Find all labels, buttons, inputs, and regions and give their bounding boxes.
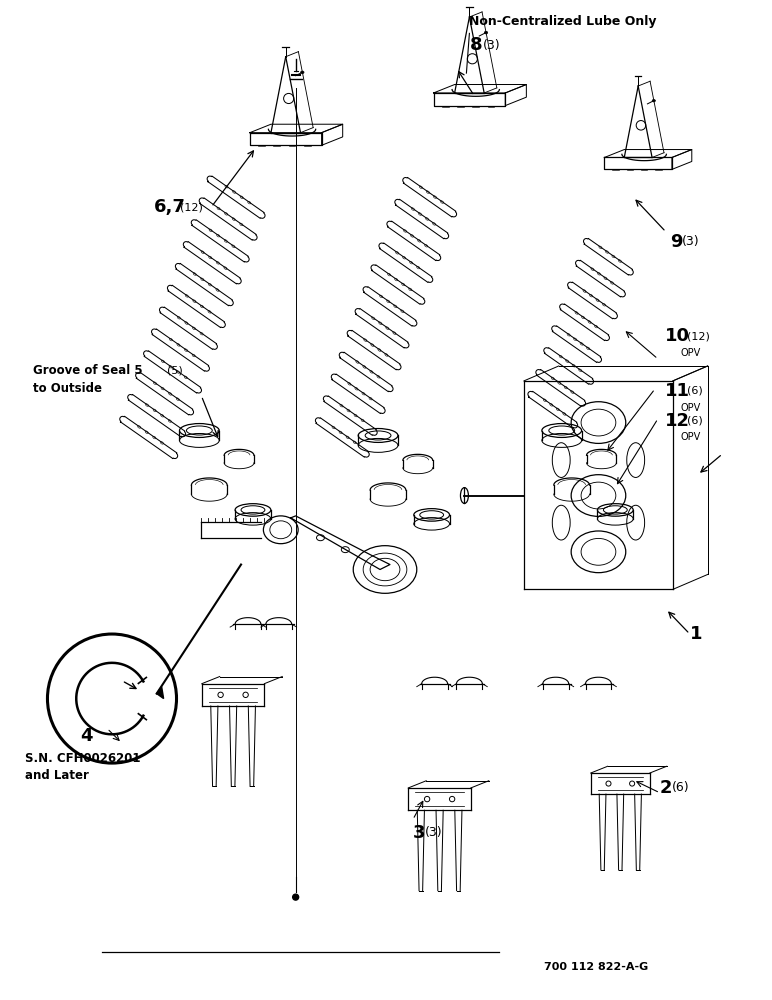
Text: 8: 8 [469,36,482,54]
Text: (12): (12) [181,202,203,212]
Text: 6,7: 6,7 [154,198,185,216]
Text: OPV: OPV [681,403,701,413]
Ellipse shape [652,100,655,102]
Text: (6): (6) [687,416,703,426]
Ellipse shape [300,71,304,74]
Text: Groove of Seal 5: Groove of Seal 5 [32,364,142,377]
Text: (3): (3) [425,826,442,839]
Text: (12): (12) [687,331,709,341]
Text: 11: 11 [665,382,690,400]
Ellipse shape [484,31,488,34]
Text: 9: 9 [670,233,682,251]
Text: OPV: OPV [681,432,701,442]
Text: 10: 10 [665,327,690,345]
Text: (5): (5) [167,366,182,376]
Text: OPV: OPV [681,348,701,358]
Text: (3): (3) [682,235,699,248]
Text: S.N. CFH0026201: S.N. CFH0026201 [25,752,141,765]
Text: 4: 4 [80,727,93,745]
Text: to Outside: to Outside [32,382,102,395]
Text: 3: 3 [413,824,425,842]
Text: 12: 12 [665,412,690,430]
Polygon shape [157,687,164,699]
Circle shape [293,894,299,900]
Text: 1: 1 [690,625,703,643]
Text: (6): (6) [687,386,703,396]
Text: 700 112 822-A-G: 700 112 822-A-G [543,962,648,972]
Text: and Later: and Later [25,769,89,782]
Text: Non-Centralized Lube Only: Non-Centralized Lube Only [469,15,657,28]
Text: 2: 2 [660,779,672,797]
Text: (6): (6) [672,781,689,794]
Text: (3): (3) [483,39,501,52]
